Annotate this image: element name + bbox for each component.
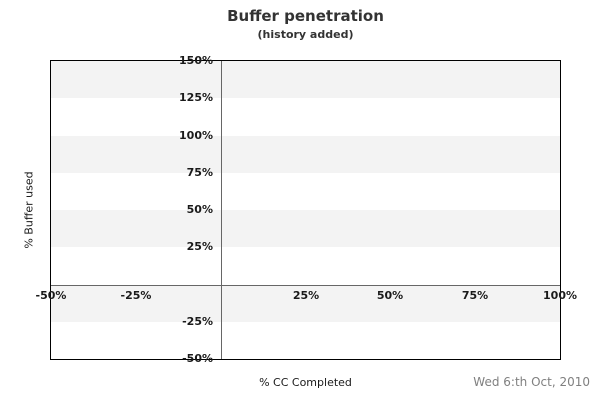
x-tick-label: -50%: [35, 289, 67, 302]
date-stamp: Wed 6:th Oct, 2010: [473, 375, 590, 389]
plot-band: [51, 210, 560, 248]
y-tick-label: 100%: [179, 129, 213, 142]
zero-line-horizontal: [51, 285, 560, 286]
y-tick-label: 50%: [186, 203, 213, 216]
plot-band: [51, 284, 560, 322]
plot-area: [50, 60, 561, 360]
x-tick-label: 25%: [292, 289, 320, 302]
y-axis-label: % Buffer used: [22, 171, 36, 249]
chart-title: Buffer penetration: [227, 7, 384, 25]
y-tick-label: 125%: [179, 91, 213, 104]
plot-band: [51, 61, 560, 99]
x-tick-label: -25%: [120, 289, 152, 302]
chart-subtitle: (history added): [257, 28, 354, 41]
x-axis-label: % CC Completed: [259, 376, 352, 389]
y-tick-label: 25%: [186, 240, 213, 253]
x-tick-label: 50%: [376, 289, 404, 302]
y-tick-label: -25%: [182, 315, 213, 328]
x-tick-label: 100%: [543, 289, 577, 302]
plot-band: [51, 135, 560, 173]
zero-line-vertical: [221, 61, 222, 359]
y-tick-label: 150%: [179, 54, 213, 67]
x-tick-label: 75%: [461, 289, 489, 302]
y-tick-label: 75%: [186, 166, 213, 179]
y-tick-label: -50%: [182, 352, 213, 365]
